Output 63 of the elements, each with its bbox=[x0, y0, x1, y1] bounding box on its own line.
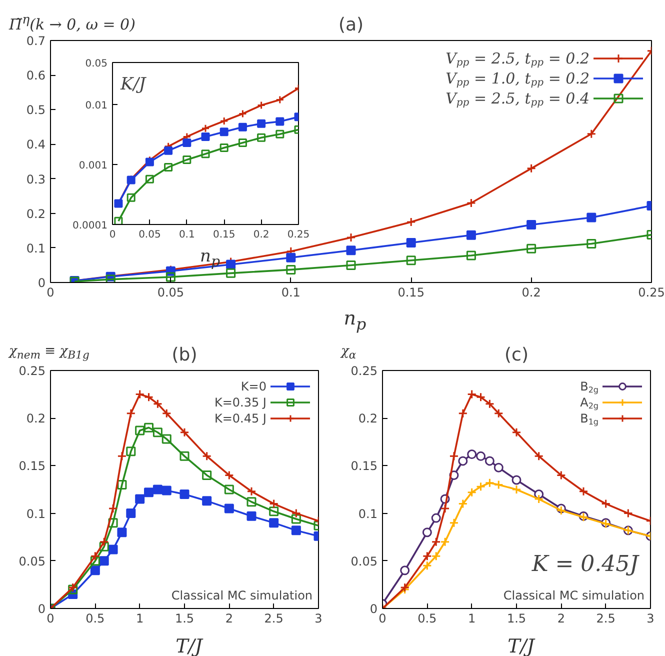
x-tick-label: 1.5 bbox=[506, 612, 526, 626]
y-tick-label: 0 bbox=[38, 602, 46, 616]
y-tick-label: 0.0001 bbox=[72, 220, 108, 232]
y-tick-label: 0.05 bbox=[350, 554, 378, 568]
x-tick-label: 0.25 bbox=[287, 230, 310, 240]
x-tick-label: 3 bbox=[646, 612, 654, 626]
y-tick-label: 0.1 bbox=[26, 241, 46, 256]
x-tick-label: 1 bbox=[468, 612, 476, 626]
y-tick-label: 0.2 bbox=[26, 206, 46, 221]
y-axis-title: χ$_{nem}$ ≡ χ$_{B1g}$ bbox=[9, 344, 90, 362]
y-tick-label: 0.2 bbox=[358, 412, 378, 426]
y-tick-label: 0.1 bbox=[358, 506, 378, 521]
x-tick-label: 0.1 bbox=[178, 230, 195, 240]
x-tick-label: 0.05 bbox=[138, 230, 161, 240]
y-axis-title: Π̃$^{η}$(k → 0, ω = 0) bbox=[9, 12, 136, 34]
legend-label: K=0.45 J bbox=[214, 412, 266, 426]
x-tick-label: 0.25 bbox=[638, 286, 665, 300]
y-tick-label: 0.001 bbox=[78, 160, 108, 172]
y-tick-label: 0.1 bbox=[26, 506, 46, 521]
x-tick-label: 2 bbox=[557, 612, 565, 626]
y-tick-label: 0.15 bbox=[350, 459, 378, 474]
y-axis-title: χ$_{α}$ bbox=[341, 344, 356, 362]
chart-title: (c) bbox=[504, 344, 528, 366]
x-tick-label: 2 bbox=[225, 612, 233, 626]
y-tick-label: 0.15 bbox=[18, 459, 46, 474]
x-tick-label: 0.15 bbox=[398, 286, 424, 300]
annotation: Classical MC simulation bbox=[503, 588, 645, 602]
y-tick-label: 0 bbox=[370, 602, 378, 616]
chart-title: (a) bbox=[338, 14, 364, 36]
y-tick-label: 0.05 bbox=[85, 58, 108, 70]
x-tick-label: 0.5 bbox=[418, 612, 437, 626]
y-tick-label: 0.3 bbox=[26, 172, 46, 186]
x-tick-label: 2.5 bbox=[596, 612, 616, 626]
y-axis-title: K/J bbox=[120, 74, 147, 94]
x-tick-label: 0 bbox=[46, 286, 54, 300]
x-tick-label: 0.15 bbox=[212, 230, 236, 240]
x-tick-label: 1.5 bbox=[174, 612, 194, 626]
x-axis-title: n$_{p}$ bbox=[344, 308, 366, 334]
x-tick-label: 0 bbox=[109, 230, 116, 240]
y-tick-label: 0.6 bbox=[26, 68, 46, 83]
x-tick-label: 0.1 bbox=[281, 286, 300, 300]
x-tick-label: 2.5 bbox=[264, 612, 284, 626]
x-tick-label: 1 bbox=[136, 612, 144, 626]
x-tick-label: 3 bbox=[314, 612, 322, 626]
x-tick-label: 0 bbox=[378, 612, 386, 626]
y-tick-label: 0 bbox=[38, 276, 46, 290]
y-tick-label: 0.05 bbox=[18, 554, 46, 568]
legend-label: K=0 bbox=[240, 380, 266, 394]
annotation: Classical MC simulation bbox=[171, 588, 313, 602]
y-tick-label: 0.7 bbox=[26, 34, 46, 48]
y-tick-label: 0.4 bbox=[26, 138, 46, 152]
chart-title: (b) bbox=[172, 344, 198, 366]
y-tick-label: 0.01 bbox=[85, 100, 108, 112]
y-tick-label: 0.2 bbox=[26, 412, 46, 426]
x-tick-label: 0.2 bbox=[253, 230, 270, 240]
x-tick-label: 0 bbox=[46, 612, 54, 626]
x-tick-label: 0.05 bbox=[157, 286, 184, 300]
y-tick-label: 0.25 bbox=[350, 364, 378, 378]
y-tick-label: 0.25 bbox=[18, 364, 46, 378]
x-tick-label: 0.2 bbox=[522, 286, 541, 300]
annotation: K = 0.45J bbox=[530, 552, 640, 577]
legend-label: K=0.35 J bbox=[214, 396, 266, 410]
y-tick-label: 0.5 bbox=[26, 103, 46, 118]
